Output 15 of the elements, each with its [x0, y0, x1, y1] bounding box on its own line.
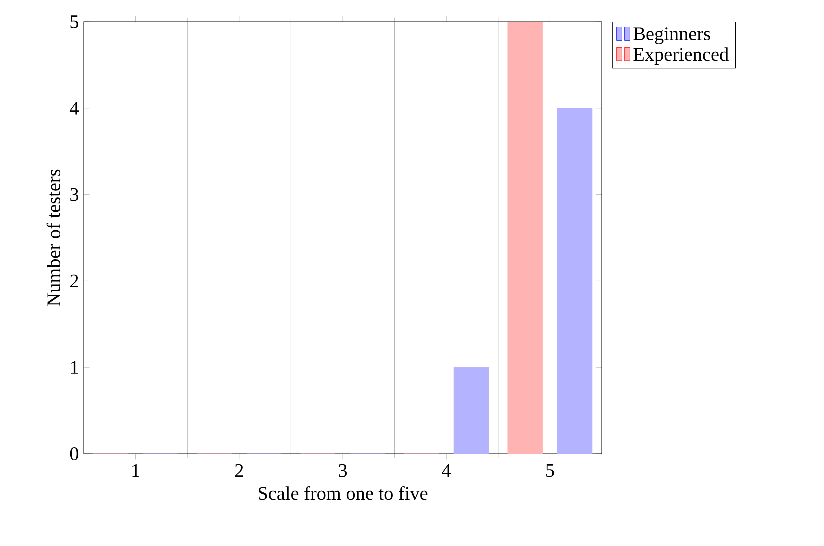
- x-tick-label: 1: [132, 464, 140, 478]
- x-tick-label: 4: [442, 464, 452, 478]
- y-axis-title: Number of testers: [46, 170, 61, 306]
- x-tick-label: 5: [546, 464, 554, 478]
- x-axis-title: Scale from one to five: [258, 486, 428, 500]
- y-tick-label: 0: [70, 448, 79, 460]
- x-tick-label: 2: [235, 464, 244, 478]
- y-tick-label: 2: [70, 274, 78, 288]
- x-tick-label: 3: [339, 464, 348, 478]
- legend-label: Experienced: [634, 48, 729, 66]
- y-tick-label: 4: [70, 102, 79, 115]
- legend-label: Beginners: [634, 28, 710, 44]
- y-tick-label: 5: [70, 16, 79, 28]
- y-tick-label: 1: [71, 361, 78, 374]
- y-tick-label: 3: [70, 188, 79, 202]
